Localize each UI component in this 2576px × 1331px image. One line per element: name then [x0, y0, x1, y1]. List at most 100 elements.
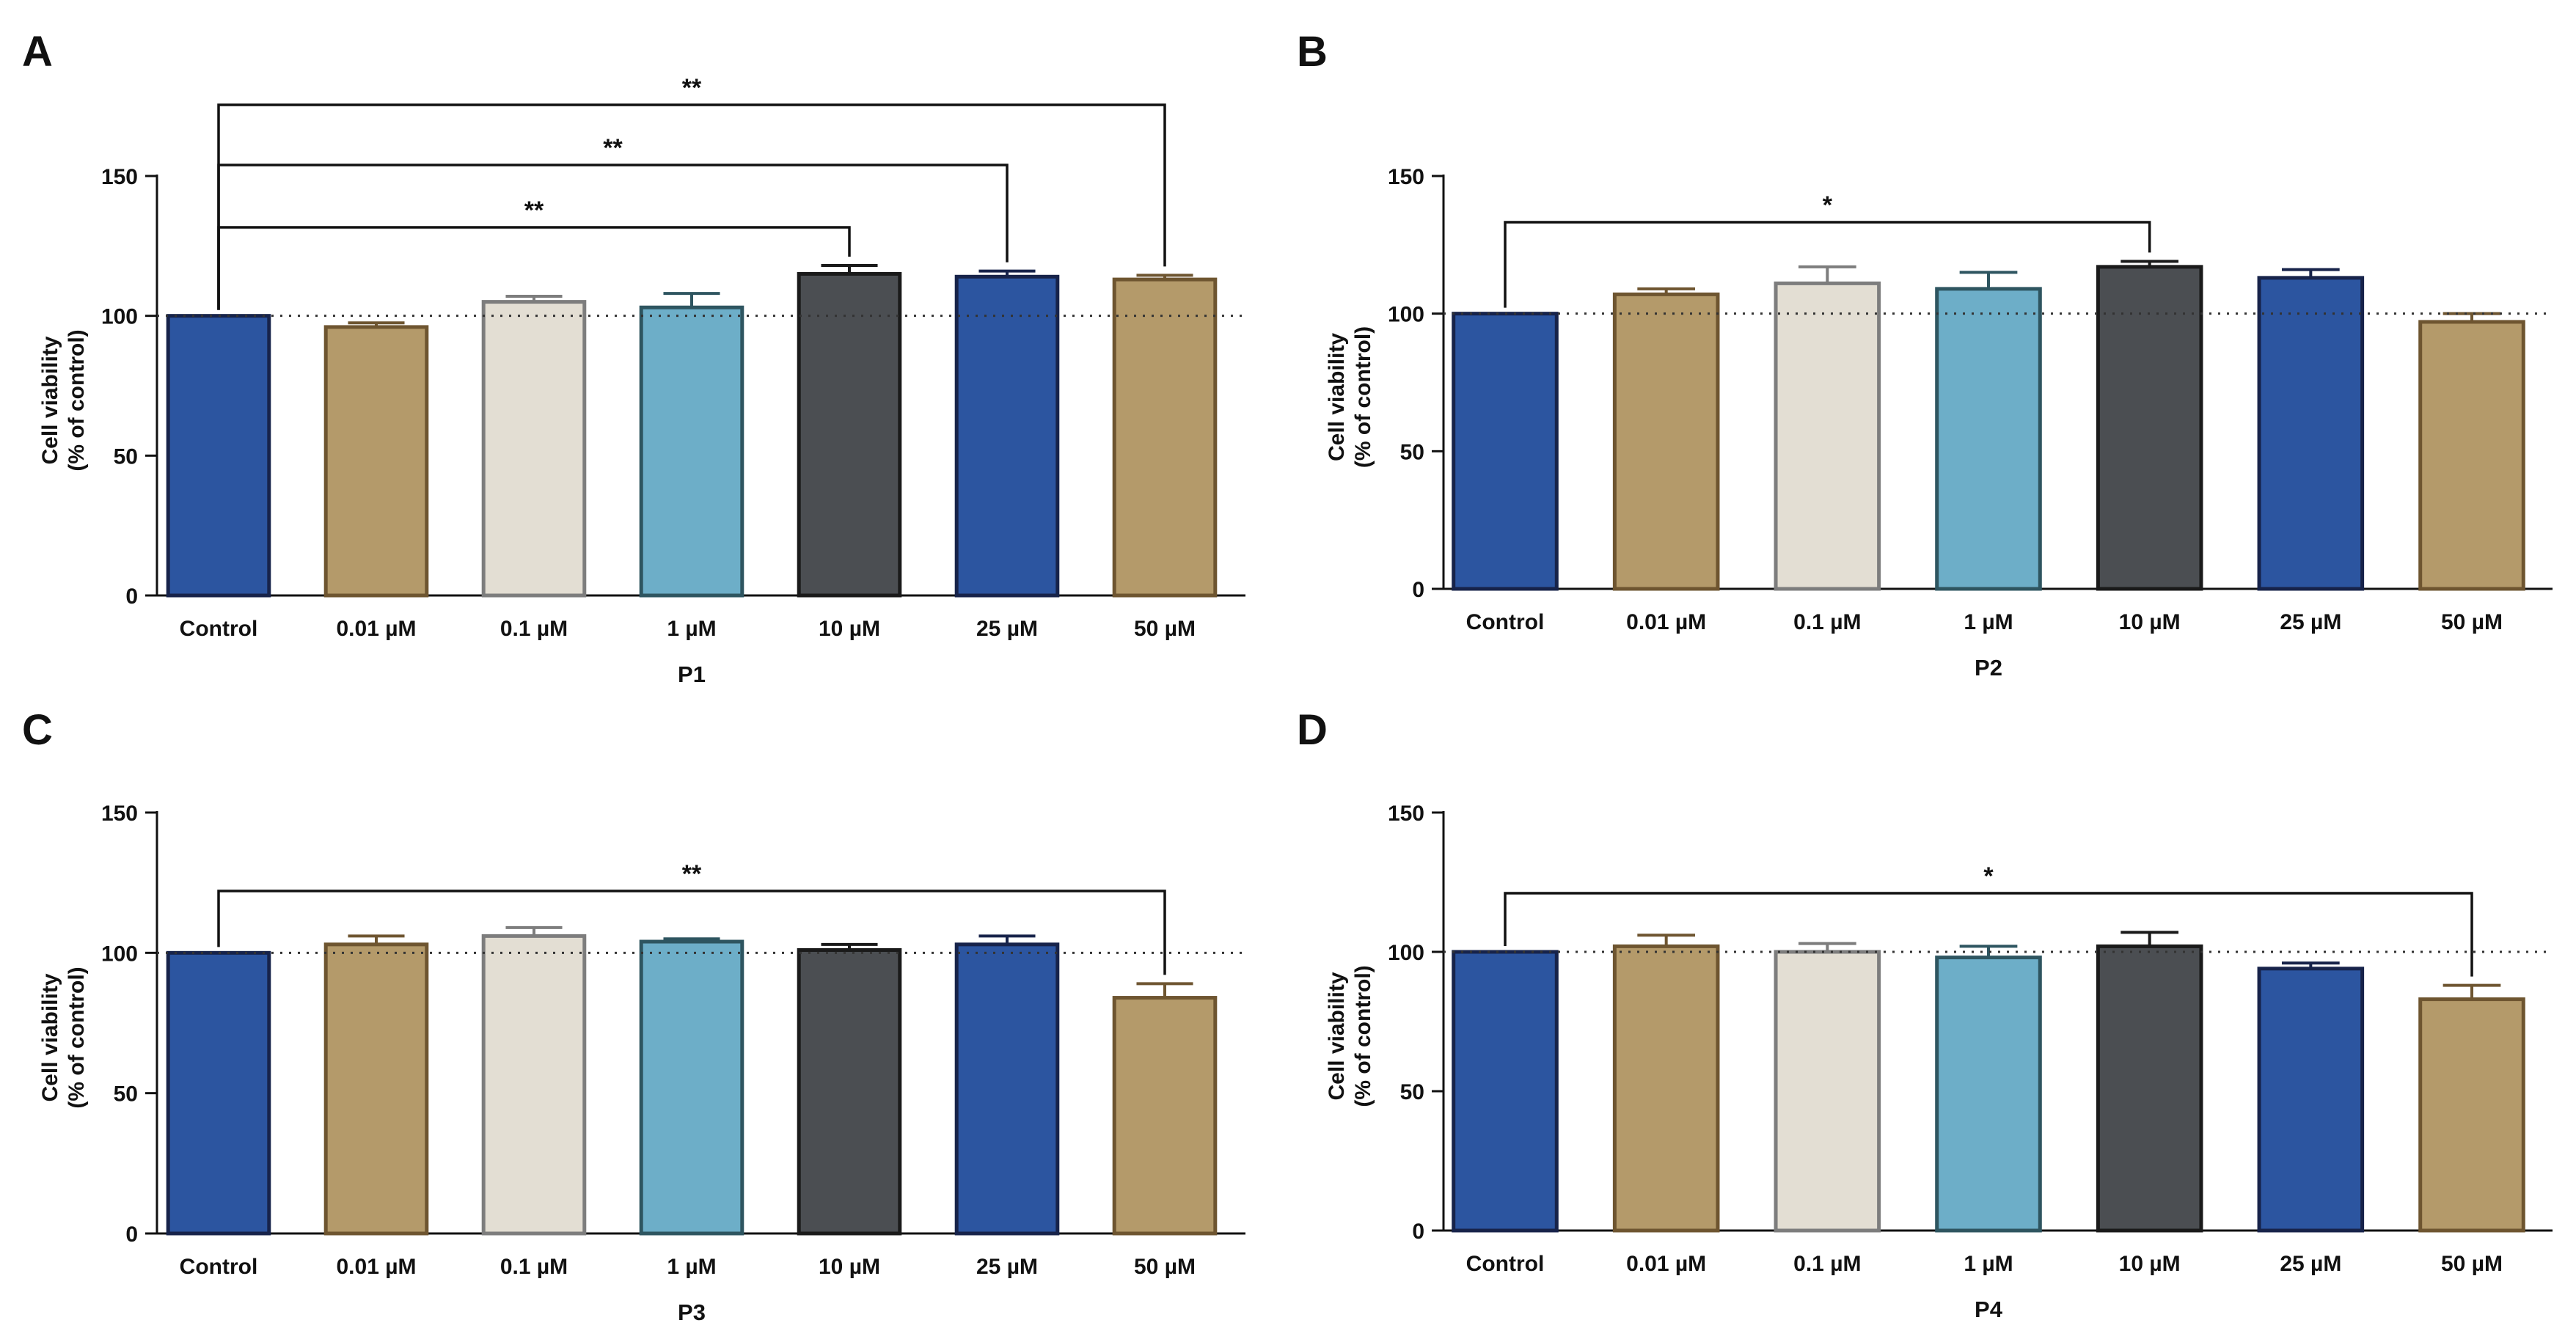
x-tick-label: 10 µM	[2119, 1252, 2181, 1276]
x-tick-label: Control	[180, 1255, 258, 1279]
bar	[2418, 997, 2525, 1233]
bar	[1774, 281, 1881, 591]
bar	[2257, 967, 2365, 1233]
bar	[639, 939, 744, 1236]
bar	[1774, 950, 1881, 1233]
y-tick-label: 50	[114, 1082, 138, 1107]
y-tick-label: 100	[1388, 941, 1424, 965]
significance-label: *	[1983, 862, 1994, 890]
x-tick-label: 1 µM	[1964, 1252, 2013, 1276]
bar	[1612, 292, 1720, 591]
x-tick-label: 0.1 µM	[1793, 610, 1861, 634]
x-tick-label: 10 µM	[819, 1255, 880, 1279]
y-axis-title-line2: (% of control)	[65, 329, 89, 471]
bar	[2418, 320, 2525, 591]
x-tick-label: 1 µM	[1964, 610, 2013, 634]
x-tick-label: 1 µM	[667, 617, 716, 641]
bar	[1452, 950, 1559, 1233]
significance-label: **	[603, 134, 623, 162]
x-tick-label: 25 µM	[976, 617, 1038, 641]
bar	[639, 305, 744, 598]
y-axis-title-line2: (% of control)	[65, 967, 89, 1108]
x-tick-label: 10 µM	[819, 617, 880, 641]
y-axis-title-line1: Cell viability	[38, 336, 62, 464]
x-tick-label: 50 µM	[2441, 610, 2503, 634]
y-tick-label: 50	[1400, 440, 1424, 464]
y-axis-title-line1: Cell viability	[1325, 972, 1349, 1100]
y-tick-label: 50	[1400, 1080, 1424, 1104]
significance-bracket	[217, 103, 1166, 310]
y-tick-label: 150	[101, 165, 138, 189]
y-tick-label: 100	[101, 942, 138, 966]
y-tick-label: 0	[1412, 1220, 1424, 1244]
x-axis-title: P1	[678, 661, 706, 687]
bar	[323, 325, 429, 598]
panel-letter-d: D	[1297, 706, 1328, 754]
significance-label: **	[682, 74, 702, 102]
x-tick-label: 25 µM	[2280, 1252, 2341, 1276]
y-tick-label: 100	[101, 305, 138, 329]
panel-b: B 0 50 100 150 Cell viability (% of control) C…	[1297, 28, 2553, 681]
y-axis-title-line2: (% of control)	[1351, 965, 1375, 1107]
y-axis-title-line1: Cell viability	[38, 973, 62, 1101]
significance-bracket	[1504, 221, 2151, 308]
panel-letter-b: B	[1297, 28, 1328, 76]
plot-a: 0 50 100 150 Cell viability (% of control) Con…	[38, 74, 1245, 687]
bar	[2096, 944, 2203, 1233]
bar	[323, 942, 429, 1236]
bar	[1112, 996, 1218, 1236]
y-axis-title-line1: Cell viability	[1325, 333, 1349, 461]
x-axis-title: P2	[1975, 655, 2002, 681]
x-tick-label: 50 µM	[1134, 617, 1196, 641]
y-tick-label: 150	[1388, 802, 1424, 826]
x-tick-label: 0.01 µM	[1626, 1252, 1706, 1276]
panel-d: D 0 50 100 150 Cell viability (% of control) C…	[1297, 706, 2553, 1322]
panel-letter-c: C	[22, 706, 53, 754]
bar	[166, 950, 271, 1236]
x-tick-label: 25 µM	[2280, 610, 2341, 634]
x-axis-title: P4	[1975, 1297, 2003, 1322]
significance-bracket	[1504, 892, 2473, 977]
plot-d: 0 50 100 150 Cell viability (% of control) Con…	[1325, 802, 2553, 1322]
bar	[2257, 276, 2365, 591]
x-tick-label: Control	[1466, 610, 1545, 634]
y-tick-label: 50	[114, 444, 138, 469]
plot-c: 0 50 100 150 Cell viability (% of control) Con…	[38, 802, 1245, 1325]
x-tick-label: 0.01 µM	[337, 1255, 417, 1279]
x-tick-label: 0.1 µM	[1793, 1252, 1861, 1276]
x-tick-label: Control	[180, 617, 258, 641]
x-tick-label: 1 µM	[667, 1255, 716, 1279]
y-tick-label: 100	[1388, 303, 1424, 327]
panel-c: C 0 50 100 150 Cell viability (% of control) C…	[22, 706, 1245, 1325]
bar	[1935, 956, 2042, 1233]
bar	[1935, 287, 2042, 591]
x-tick-label: 10 µM	[2119, 610, 2181, 634]
y-tick-label: 150	[101, 802, 138, 826]
x-tick-label: Control	[1466, 1252, 1545, 1276]
significance-label: **	[682, 860, 702, 888]
bar	[797, 948, 902, 1236]
bar	[954, 942, 1060, 1236]
plot-b: 0 50 100 150 Cell viability (% of control) Con…	[1325, 165, 2553, 681]
bar	[1112, 277, 1218, 598]
bar	[954, 274, 1060, 598]
x-tick-label: 0.1 µM	[500, 1255, 568, 1279]
bar	[166, 314, 271, 598]
y-axis-title-line2: (% of control)	[1351, 326, 1375, 468]
bar	[1612, 944, 1720, 1233]
x-tick-label: 50 µM	[1134, 1255, 1196, 1279]
y-tick-label: 150	[1388, 165, 1424, 189]
significance-label: **	[524, 197, 544, 224]
x-tick-label: 50 µM	[2441, 1252, 2503, 1276]
y-tick-label: 0	[1412, 578, 1424, 602]
y-tick-label: 0	[125, 584, 138, 609]
bar	[1452, 312, 1559, 591]
significance-label: *	[1823, 191, 1833, 219]
panel-a: A 0 50 100 150 Cell viability (% of control) C…	[22, 28, 1245, 687]
x-tick-label: 25 µM	[976, 1255, 1038, 1279]
significance-bracket	[217, 890, 1166, 975]
bar	[481, 300, 587, 598]
panel-letter-a: A	[22, 28, 53, 76]
x-tick-label: 0.1 µM	[500, 617, 568, 641]
